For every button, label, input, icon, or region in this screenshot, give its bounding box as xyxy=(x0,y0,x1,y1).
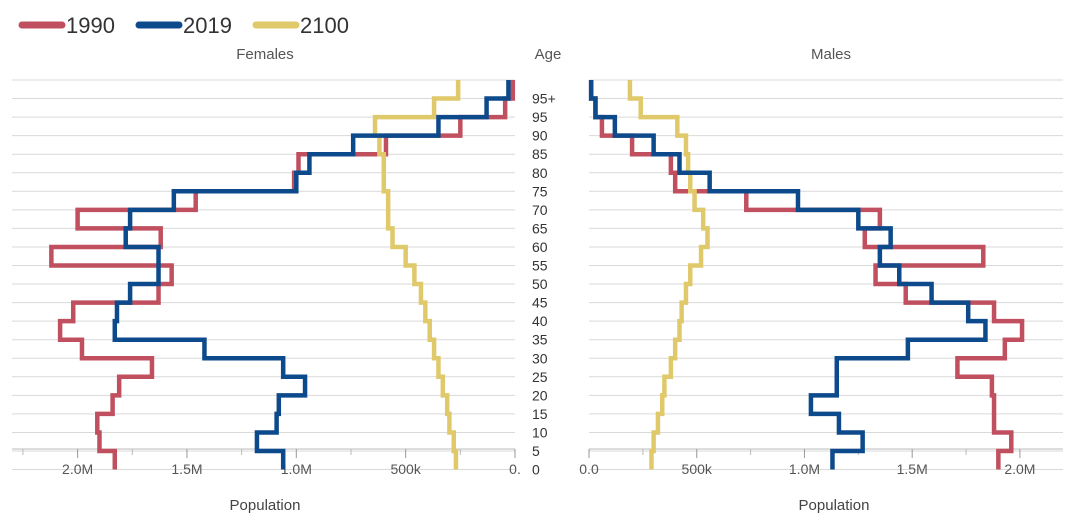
age-label: 90 xyxy=(532,128,548,144)
age-label: 30 xyxy=(532,350,548,366)
age-label: 35 xyxy=(532,332,548,348)
age-label: 75 xyxy=(532,183,548,199)
age-label: 15 xyxy=(532,406,548,422)
legend-label-2019: 2019 xyxy=(183,13,232,38)
age-label: 50 xyxy=(532,276,548,292)
age-label: 10 xyxy=(532,424,548,440)
age-labels: 0 5 10 15 20 25 30 35 40 45 50 55 60 65 70 75 80 85 90 95 95… xyxy=(532,91,556,478)
female-series-1990 xyxy=(49,80,516,470)
male-x-tick-label: 1.0M xyxy=(789,461,820,477)
female-series-2100 xyxy=(372,80,461,470)
age-label: 95+ xyxy=(532,91,556,107)
female-x-tick-label: 0. xyxy=(509,461,521,477)
age-label: 20 xyxy=(532,387,548,403)
male-x-tick-label: 0.0 xyxy=(579,461,599,477)
female-x-tick-label: 1.0M xyxy=(281,461,312,477)
age-label: 25 xyxy=(532,369,548,385)
age-label: 80 xyxy=(532,165,548,181)
female-series-2019 xyxy=(112,80,511,470)
female-x-tick-label: 2.0M xyxy=(62,461,93,477)
males-panel-title: Males xyxy=(811,46,851,63)
age-label: 70 xyxy=(532,202,548,218)
age-label: 45 xyxy=(532,295,548,311)
legend: 1990 2019 2100 xyxy=(18,13,349,38)
female-x-tick-label: 1.5M xyxy=(171,461,202,477)
age-header: Age xyxy=(535,46,562,63)
male-series-2100 xyxy=(627,80,710,470)
age-label: 85 xyxy=(532,146,548,162)
age-label: 0 xyxy=(532,462,540,478)
male-x-tick-label: 1.5M xyxy=(897,461,928,477)
female-x-tick-label: 500k xyxy=(390,461,421,477)
age-label: 65 xyxy=(532,220,548,236)
age-label: 40 xyxy=(532,313,548,329)
series-lines xyxy=(49,80,1025,470)
male-series-2019 xyxy=(588,80,988,470)
legend-label-2100: 2100 xyxy=(300,13,349,38)
age-label: 95 xyxy=(532,109,548,125)
legend-label-1990: 1990 xyxy=(66,13,115,38)
male-x-tick-label: 500k xyxy=(682,461,713,477)
males-x-axis-label: Population xyxy=(799,497,870,513)
age-label: 60 xyxy=(532,239,548,255)
age-label: 5 xyxy=(532,443,540,459)
females-x-axis-label: Population xyxy=(230,497,301,513)
age-label: 55 xyxy=(532,258,548,274)
male-series-1990 xyxy=(588,80,1025,470)
male-x-tick-label: 2.0M xyxy=(1004,461,1035,477)
females-panel-title: Females xyxy=(236,46,294,63)
